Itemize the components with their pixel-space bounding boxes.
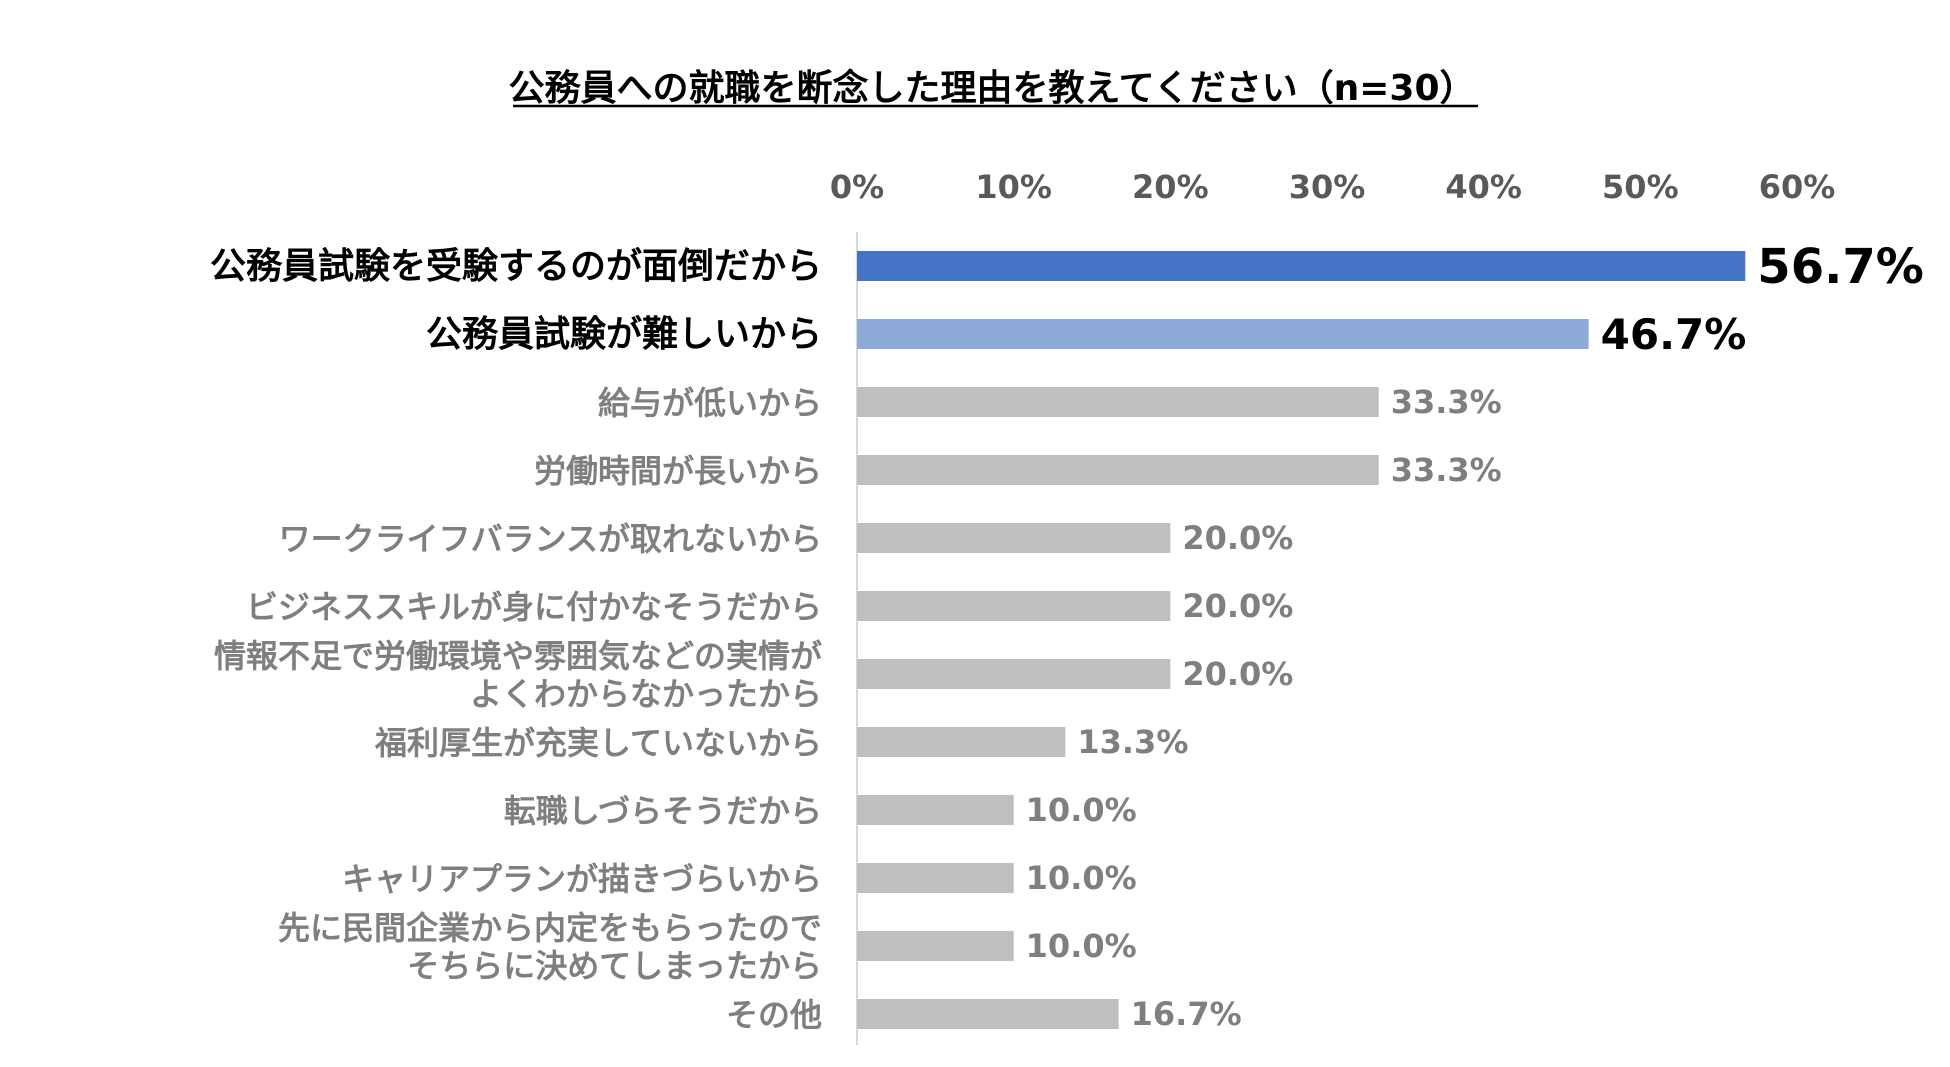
category-label: 公務員試験が難しいから [426, 314, 822, 355]
value-label: 20.0% [1182, 587, 1293, 625]
bar [857, 659, 1171, 689]
x-axis-ticks: 0% 10% 20% 30% 40% 50% 60% [830, 168, 1835, 206]
x-tick-label: 40% [1445, 168, 1522, 206]
x-tick-label: 60% [1759, 168, 1836, 206]
category-label: 給与が低いから [598, 384, 822, 422]
value-label: 10.0% [1026, 859, 1137, 897]
x-tick-label: 10% [975, 168, 1052, 206]
value-label: 16.7% [1131, 995, 1242, 1033]
bars [857, 251, 1746, 1029]
category-label: キャリアプランが描きづらいから [342, 860, 822, 898]
category-label: その他 [726, 996, 822, 1034]
x-tick-label: 50% [1602, 168, 1679, 206]
bar [857, 523, 1171, 553]
value-label: 10.0% [1026, 791, 1137, 829]
bar [857, 999, 1119, 1029]
value-label: 10.0% [1026, 927, 1137, 965]
bar [857, 455, 1379, 485]
bar [857, 591, 1171, 621]
category-label: 転職しづらそうだから [504, 792, 822, 830]
x-tick-label: 20% [1132, 168, 1209, 206]
category-label: 先に民間企業から内定をもらったので [278, 909, 822, 947]
category-label: そちらに決めてしまったから [407, 947, 822, 985]
value-labels: 56.7%46.7% 33.3% 33.3% 20.0% 20.0% 20.0% 13.3%… [1026, 239, 1924, 1033]
category-label: よくわからなかったから [470, 675, 822, 713]
category-label: ビジネススキルが身に付かなそうだから [246, 588, 822, 626]
bar [857, 319, 1589, 349]
bar [857, 387, 1379, 417]
bar [857, 251, 1746, 281]
bar [857, 727, 1066, 757]
category-label: 公務員試験を受験するのが面倒だから [210, 246, 822, 287]
value-label: 20.0% [1182, 655, 1293, 693]
chart-title: 公務員への就職を断念した理由を教えてください（n=30） [508, 67, 1475, 109]
value-label: 56.7% [1757, 239, 1924, 295]
value-label: 33.3% [1391, 451, 1502, 489]
bar [857, 795, 1014, 825]
x-tick-label: 0% [830, 168, 884, 206]
bar [857, 931, 1014, 961]
category-label: ワークライフバランスが取れないから [279, 520, 822, 558]
x-tick-label: 30% [1289, 168, 1366, 206]
value-label: 33.3% [1391, 383, 1502, 421]
category-label: 労働時間が長いから [534, 452, 822, 490]
bar [857, 863, 1014, 893]
value-label: 13.3% [1077, 723, 1188, 761]
value-label: 20.0% [1182, 519, 1293, 557]
category-label: 福利厚生が充実していないから [374, 724, 822, 762]
value-label: 46.7% [1601, 310, 1747, 359]
category-label: 情報不足で労働環境や雰囲気などの実情が [214, 637, 822, 675]
category-labels: 公務員試験を受験するのが面倒だから公務員試験が難しいから給与が低いから労働時間が… [210, 246, 822, 1034]
